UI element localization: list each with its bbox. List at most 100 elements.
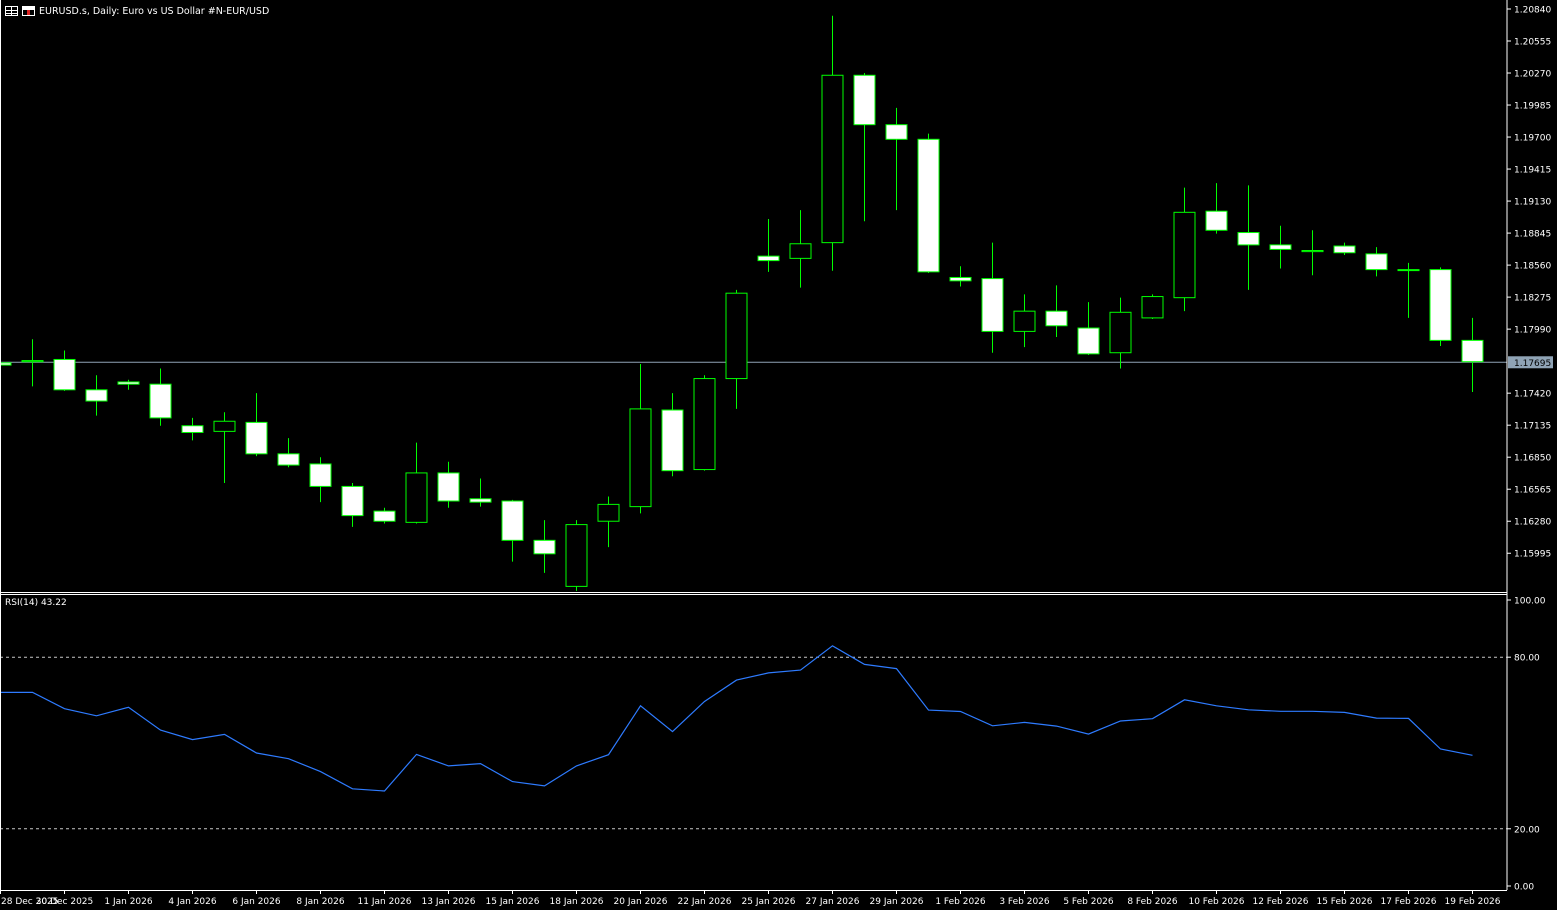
price-tick-label: 1.19130 (1514, 198, 1551, 208)
candle (1237, 185, 1260, 290)
candle-body (629, 408, 652, 508)
date-tick-label: 25 Jan 2026 (742, 897, 796, 907)
candle (1141, 294, 1164, 320)
candle (53, 350, 76, 391)
date-tick-label: 8 Feb 2026 (1127, 897, 1178, 907)
candle-body (277, 453, 300, 466)
candle (469, 478, 492, 507)
price-tick-label: 1.16565 (1514, 486, 1551, 496)
candle-body (181, 425, 204, 433)
candle-body (1333, 245, 1356, 254)
candle (1013, 294, 1036, 348)
candle-body (821, 74, 844, 244)
chart-grid-icon[interactable] (5, 6, 18, 16)
date-tick-label: 30 Dec 2025 (36, 897, 94, 907)
candle-body (1013, 310, 1036, 332)
candle (853, 73, 876, 222)
candle-body (405, 472, 428, 523)
candle-body (597, 503, 620, 522)
candle (693, 375, 716, 471)
candle (437, 461, 460, 508)
candle-body (1301, 250, 1324, 253)
date-tick-label: 18 Jan 2026 (550, 897, 604, 907)
candle (1365, 247, 1388, 277)
price-tick-label: 1.17990 (1514, 326, 1551, 336)
rsi-panel (0, 645, 1507, 830)
candle (1109, 297, 1132, 369)
candle-body (341, 485, 364, 517)
rsi-tick-label: 80.00 (1514, 654, 1540, 664)
candle (565, 520, 588, 591)
candle (1397, 262, 1420, 318)
candle (117, 379, 140, 390)
candle (885, 107, 908, 211)
candle-body (373, 510, 396, 522)
candle (277, 438, 300, 468)
candle (533, 520, 556, 573)
date-tick-label: 8 Jan 2026 (296, 897, 344, 907)
candle (789, 210, 812, 288)
candle-body (1077, 327, 1100, 355)
candle-body (693, 378, 716, 471)
candle (0, 360, 12, 366)
candle-body (533, 539, 556, 555)
candle (1269, 225, 1292, 269)
candle-body (949, 276, 972, 282)
price-tick-label: 1.15995 (1514, 550, 1551, 560)
candle-body (1365, 253, 1388, 271)
price-tick-label: 1.18275 (1514, 294, 1551, 304)
price-tick-label: 1.19415 (1514, 166, 1551, 176)
candle-body (981, 278, 1004, 332)
symbol-title: EURUSD.s, Daily: Euro vs US Dollar #N-EU… (39, 5, 270, 17)
date-tick-label: 20 Jan 2026 (614, 897, 668, 907)
candle (757, 219, 780, 272)
candle-body (1141, 296, 1164, 319)
rsi-indicator-label: RSI(14) 43.22 (5, 598, 67, 608)
candle (1301, 230, 1324, 276)
candle-body (117, 381, 140, 385)
rsi-line (0, 645, 1473, 792)
candle-body (565, 524, 588, 587)
candle (309, 457, 332, 503)
price-panel (0, 15, 1507, 591)
candle-body (85, 389, 108, 402)
chart-title-bar: EURUSD.s, Daily: Euro vs US Dollar #N-EU… (5, 4, 269, 18)
candle (629, 363, 652, 514)
candle (597, 496, 620, 548)
price-tick-label: 1.20270 (1514, 70, 1551, 80)
candle-body (661, 409, 684, 472)
candle-body (1205, 210, 1228, 231)
candle (1333, 242, 1356, 255)
candle-body (469, 498, 492, 503)
candle (373, 507, 396, 524)
candle (1461, 317, 1484, 393)
candle-body (1461, 339, 1484, 363)
candle-body (757, 255, 780, 262)
candle (1429, 267, 1452, 346)
date-tick-label: 1 Feb 2026 (935, 897, 986, 907)
candle-body (53, 358, 76, 391)
candle-body (21, 360, 44, 363)
rsi-tick-label: 0.00 (1514, 883, 1534, 893)
date-tick-label: 22 Jan 2026 (678, 897, 732, 907)
current-price-tag (1508, 356, 1553, 369)
date-tick-label: 17 Feb 2026 (1380, 897, 1436, 907)
chart-flag-icon[interactable] (22, 6, 35, 16)
candle (405, 442, 428, 524)
price-tick-label: 1.17135 (1514, 422, 1551, 432)
candle-body (853, 74, 876, 126)
candle (1077, 302, 1100, 355)
candle-body (1269, 244, 1292, 250)
date-tick-label: 3 Feb 2026 (999, 897, 1050, 907)
price-tick-label: 1.20840 (1514, 5, 1551, 15)
candle-body (1173, 211, 1196, 299)
candle-body (1109, 311, 1132, 354)
rsi-tick-label: 20.00 (1514, 825, 1540, 835)
price-tick-label: 1.18560 (1514, 262, 1551, 272)
candle-body (1237, 232, 1260, 246)
price-tick-label: 1.18845 (1514, 230, 1551, 240)
date-tick-label: 1 Jan 2026 (104, 897, 152, 907)
date-tick-label: 4 Jan 2026 (168, 897, 216, 907)
rsi-tick-label: 100.00 (1514, 597, 1546, 607)
